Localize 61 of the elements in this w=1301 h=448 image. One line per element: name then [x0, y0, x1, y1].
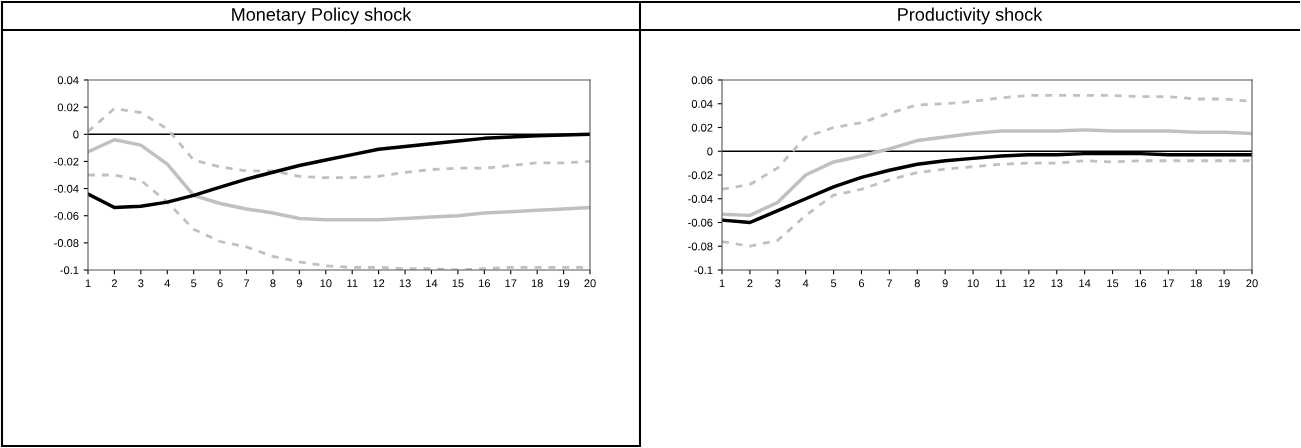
- x-tick-label: 15: [452, 279, 464, 288]
- x-tick-label: 11: [347, 279, 358, 288]
- x-tick-label: 13: [1051, 279, 1063, 288]
- x-tick-label: 10: [320, 279, 332, 288]
- y-tick-label: -0.1: [60, 266, 79, 275]
- x-tick-label: 7: [886, 279, 892, 288]
- y-tick-label: 0: [73, 130, 79, 139]
- x-tick-label: 8: [270, 279, 276, 288]
- x-tick-label: 17: [1162, 279, 1174, 288]
- y-tick-label: 0.04: [691, 100, 713, 108]
- x-tick-label: 19: [558, 279, 570, 288]
- chart-title: Productivity shock: [898, 7, 1043, 25]
- x-tick-label: 19: [1218, 279, 1230, 288]
- x-tick-label: 8: [914, 279, 920, 288]
- x-tick-label: 7: [244, 279, 250, 288]
- x-tick-label: 2: [747, 279, 753, 288]
- x-tick-label: 16: [478, 279, 491, 288]
- y-tick-label: 0: [707, 147, 713, 156]
- x-tick-label: 11: [996, 279, 1007, 288]
- x-tick-label: 2: [111, 279, 117, 288]
- line-series: [722, 159, 1252, 248]
- x-tick-label: 5: [830, 279, 837, 288]
- x-tick-label: 20: [584, 279, 596, 288]
- y-tick-label: 0.04: [57, 76, 79, 85]
- y-tick-label: -0.04: [54, 184, 79, 193]
- y-tick-label: -0.1: [694, 266, 713, 275]
- x-tick-label: 18: [1190, 279, 1202, 288]
- y-tick-label: 0.02: [691, 123, 713, 132]
- x-tick-label: 4: [164, 279, 171, 288]
- y-tick-label: -0.08: [688, 242, 713, 251]
- x-tick-label: 15: [1107, 279, 1119, 288]
- y-tick-label: -0.04: [688, 195, 713, 203]
- x-tick-label: 4: [802, 279, 809, 288]
- x-tick-label: 9: [942, 279, 948, 288]
- x-tick-label: 10: [967, 279, 979, 288]
- x-tick-label: 5: [191, 279, 197, 288]
- y-tick-label: -0.02: [688, 171, 713, 180]
- line-series: [88, 137, 590, 222]
- x-tick-label: 12: [1023, 279, 1035, 288]
- chart-title: Monetary Policy shock: [232, 7, 412, 25]
- y-tick-label: -0.06: [688, 218, 713, 227]
- x-tick-label: 1: [85, 279, 91, 288]
- x-tick-label: 20: [1246, 279, 1258, 288]
- x-tick-label: 14: [1079, 279, 1091, 288]
- y-tick-label: -0.02: [54, 157, 79, 166]
- x-tick-label: 16: [1135, 279, 1147, 288]
- x-tick-label: 12: [373, 279, 385, 288]
- x-tick-label: 1: [719, 279, 725, 288]
- y-tick-label: 0.06: [691, 76, 713, 85]
- x-tick-label: 6: [217, 279, 223, 288]
- x-tick-label: 14: [426, 279, 438, 288]
- y-tick-label: -0.08: [54, 239, 79, 247]
- x-tick-label: 13: [399, 279, 411, 288]
- x-tick-label: 6: [858, 279, 865, 288]
- x-tick-label: 3: [138, 279, 144, 288]
- x-tick-label: 18: [531, 279, 543, 288]
- y-tick-label: 0.02: [57, 103, 79, 112]
- y-tick-label: -0.06: [54, 211, 79, 220]
- x-tick-label: 9: [296, 279, 302, 288]
- x-tick-label: 17: [505, 279, 517, 288]
- x-tick-label: 3: [775, 279, 781, 288]
